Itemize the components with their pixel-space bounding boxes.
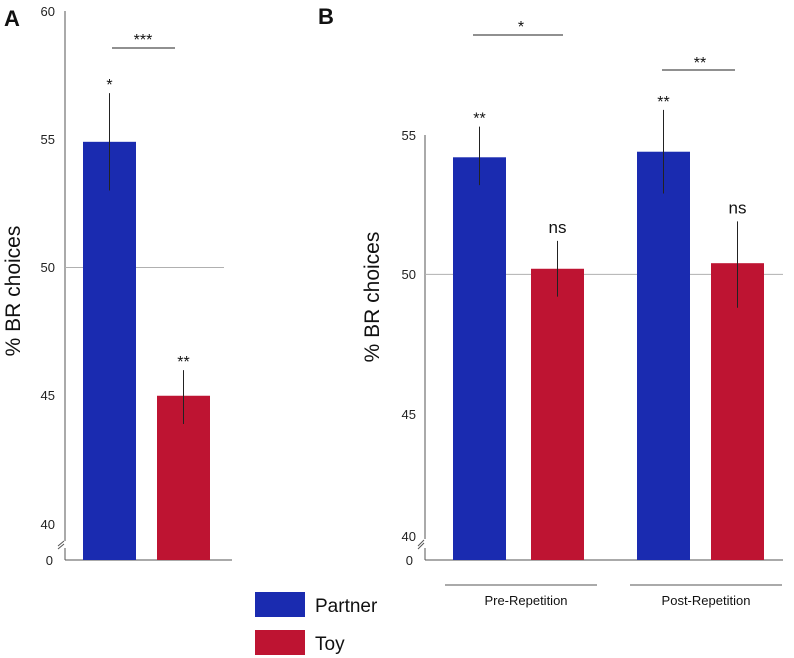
significance-label: * — [106, 77, 112, 94]
y-axis-label-b: % BR choices — [361, 232, 384, 363]
bar-partner — [453, 157, 506, 560]
y-tick-label: 55 — [402, 128, 416, 143]
y-ticks-a: 60 55 50 45 40 — [41, 4, 55, 532]
y-tick-label: 50 — [402, 267, 416, 282]
significance-label: ** — [473, 111, 485, 128]
y-tick-label: 50 — [41, 260, 55, 275]
axis-break-label-b: 0 — [406, 553, 413, 568]
y-tick-label: 45 — [41, 388, 55, 403]
comparison-label-post: ** — [694, 55, 706, 72]
legend-label-partner: Partner — [315, 596, 378, 617]
axis-break-mark-a1 — [57, 540, 65, 547]
bar-toy — [711, 263, 764, 560]
bar-toy — [531, 268, 584, 560]
legend-swatch-toy — [255, 630, 305, 655]
bars-a: *** — [65, 77, 224, 560]
bar-partner — [637, 151, 690, 560]
y-tick-label: 40 — [402, 529, 416, 544]
y-tick-label: 40 — [41, 517, 55, 532]
panel-letter-a: A — [4, 6, 20, 31]
axis-break-mark-a2 — [57, 543, 65, 550]
legend-label-toy: Toy — [315, 634, 345, 655]
legend-swatch-partner — [255, 592, 305, 617]
category-label-pre: Pre-Repetition — [484, 593, 567, 608]
significance-label: ** — [657, 94, 669, 111]
y-tick-label: 45 — [402, 407, 416, 422]
significance-label: ns — [729, 198, 747, 217]
axis-break-mark-b1 — [417, 539, 425, 547]
comparison-label-pre: * — [518, 19, 524, 36]
y-axis-label-a: % BR choices — [2, 226, 25, 357]
y-tick-label: 60 — [41, 4, 55, 19]
panel-letter-b: B — [318, 4, 334, 29]
bars-b: ** ** ns ns — [425, 94, 783, 560]
panel-a: A % BR choices 0 60 55 50 45 40 *** *** — [2, 4, 232, 568]
axis-break-label-a: 0 — [46, 553, 53, 568]
axis-break-mark-b2 — [417, 542, 425, 550]
significance-label: ** — [177, 354, 189, 371]
legend: Partner Toy — [255, 592, 378, 655]
category-label-post: Post-Repetition — [662, 593, 751, 608]
y-ticks-b: 55 50 45 40 — [402, 128, 416, 544]
y-tick-label: 55 — [41, 132, 55, 147]
bar-partner — [83, 141, 136, 560]
comparison-label-a: *** — [134, 32, 153, 49]
significance-label: ns — [549, 218, 567, 237]
